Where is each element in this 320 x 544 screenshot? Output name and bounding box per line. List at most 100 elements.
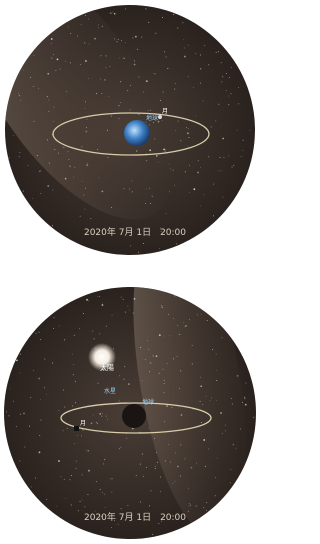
star [47,139,48,140]
star [207,320,208,321]
star [135,36,137,38]
star [173,358,174,359]
star [20,414,21,415]
star [73,177,74,178]
star [145,359,146,360]
star [91,422,93,424]
star [84,108,85,109]
star [222,337,223,338]
star [243,140,244,141]
star [46,499,47,500]
star [148,110,149,111]
star [163,369,164,370]
star [170,168,171,169]
star [191,467,193,469]
star [156,355,158,357]
star [124,379,125,380]
star [168,68,169,69]
star [231,67,232,68]
star [156,452,157,453]
star [81,24,82,25]
star [102,302,103,303]
star [150,203,151,204]
star [114,13,115,14]
star [216,52,217,53]
star [107,419,108,420]
star [170,462,171,463]
star [81,146,82,147]
star [189,165,190,166]
star [16,426,17,427]
star [192,345,193,346]
star [159,334,161,336]
star [137,49,138,50]
star [195,53,196,54]
star [149,149,151,151]
star [80,64,81,65]
star [84,43,85,44]
star [152,196,153,197]
star [169,335,170,336]
star [148,349,149,350]
star [164,383,165,384]
star [132,191,133,192]
star [179,388,180,389]
star [38,88,39,89]
star [20,354,21,355]
star [39,332,40,333]
star [244,398,245,399]
star [202,404,203,405]
star [213,215,214,216]
star [72,406,73,407]
star [184,459,185,460]
star [222,138,224,140]
star [140,464,141,465]
star [241,156,242,157]
star [129,310,130,311]
star [200,205,201,206]
star [48,100,49,101]
star [201,422,202,423]
star [146,467,147,468]
panel-top: 地球 月 2020年 7月 1日 20:00 [0,0,255,255]
star [40,170,41,171]
star [180,476,181,477]
star [68,151,69,152]
star [149,505,150,506]
star [58,410,59,411]
star [151,490,152,491]
star [166,149,167,150]
star [178,121,179,122]
star [119,448,120,449]
star [127,505,128,506]
star [218,51,219,52]
star [121,508,122,509]
star [130,85,131,86]
star [153,122,154,123]
star [58,460,60,462]
star [73,374,74,375]
star [166,56,167,57]
star [186,325,187,326]
star [85,188,86,189]
star [53,328,54,329]
star [150,362,151,363]
star [140,347,141,348]
star [218,104,219,105]
star [79,328,80,329]
moon [74,426,79,431]
star [51,58,52,59]
star [40,339,41,340]
star [111,527,112,528]
star [13,401,14,402]
star [36,333,37,334]
star [92,331,93,332]
label: 太陽 [100,363,114,372]
star [47,96,48,97]
star [164,51,165,52]
star [52,225,53,226]
star [233,165,234,166]
star [57,58,59,60]
star [136,151,137,152]
star [232,167,233,168]
